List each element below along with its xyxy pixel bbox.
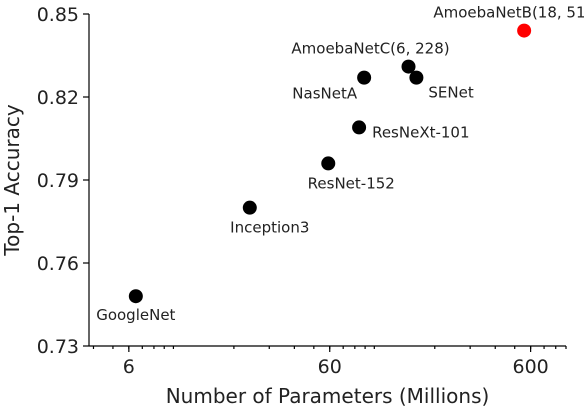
data-points [128, 23, 532, 304]
y-ticks: 0.73 0.76 0.79 0.82 0.85 [37, 4, 89, 358]
data-point [517, 23, 532, 38]
data-point [409, 70, 424, 85]
x-tick-label: 600 [512, 356, 548, 378]
x-axis-title: Number of Parameters (Millions) [166, 384, 490, 408]
point-label: GoogleNet [96, 306, 175, 324]
y-tick-label: 0.73 [37, 336, 79, 358]
y-tick-label: 0.79 [37, 170, 79, 192]
point-label: ResNeXt-101 [372, 123, 469, 141]
point-labels: GoogleNet Inception3 ResNet-152 ResNeXt-101… [96, 4, 584, 325]
y-tick-label: 0.85 [37, 4, 79, 26]
point-label: SENet [428, 84, 473, 102]
point-label: Inception3 [230, 219, 309, 237]
data-point [352, 120, 367, 135]
y-axis-title: Top-1 Accuracy [0, 104, 24, 257]
y-tick-label: 0.76 [37, 253, 79, 275]
y-tick-label: 0.82 [37, 87, 79, 109]
x-ticks: 6 60 600 [92, 346, 567, 378]
point-label: ResNet-152 [308, 174, 395, 192]
x-tick-label: 6 [123, 356, 135, 378]
data-point [128, 289, 143, 304]
point-label: AmoebaNetC(6, 228) [291, 40, 449, 58]
data-point [401, 59, 416, 74]
point-label: AmoebaNetB(18, 512) [433, 4, 584, 22]
x-tick-label: 60 [318, 356, 342, 378]
point-label: NasNetA [292, 85, 358, 103]
data-point [357, 70, 372, 85]
data-point [321, 156, 336, 171]
data-point [242, 200, 257, 215]
